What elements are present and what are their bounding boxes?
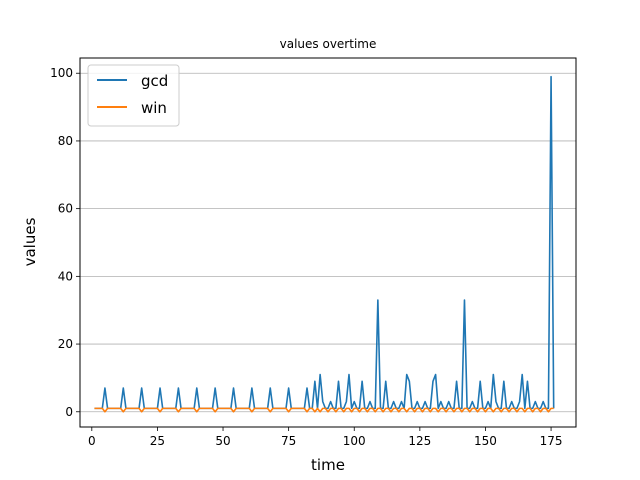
y-tick-label: 40 <box>58 269 73 283</box>
x-tick-label: 50 <box>215 434 230 448</box>
y-axis-ticks: 0 20 40 60 80 100 <box>50 66 80 419</box>
y-tick-label: 60 <box>58 202 73 216</box>
y-tick-label: 80 <box>58 134 73 148</box>
plot-frame <box>79 57 577 428</box>
y-tick-label: 20 <box>58 337 73 351</box>
legend-label-win: win <box>141 99 167 117</box>
x-tick-label: 125 <box>408 434 431 448</box>
series-lines <box>94 75 555 413</box>
x-tick-label: 25 <box>150 434 165 448</box>
x-tick-label: 0 <box>88 434 96 448</box>
legend-label-gcd: gcd <box>141 72 168 90</box>
y-tick-label: 100 <box>50 66 73 80</box>
x-tick-label: 75 <box>281 434 296 448</box>
x-tick-label: 100 <box>343 434 366 448</box>
x-tick-label: 150 <box>474 434 497 448</box>
x-axis-ticks: 0 25 50 75 100 125 150 175 <box>88 427 563 448</box>
legend: gcd win <box>87 64 180 127</box>
y-axis-title: values <box>21 217 39 266</box>
series-line-win <box>94 407 554 413</box>
y-tick-label: 0 <box>65 405 73 419</box>
chart-title: values overtime <box>280 37 377 51</box>
x-axis-title: time <box>311 456 345 474</box>
x-tick-label: 175 <box>540 434 563 448</box>
